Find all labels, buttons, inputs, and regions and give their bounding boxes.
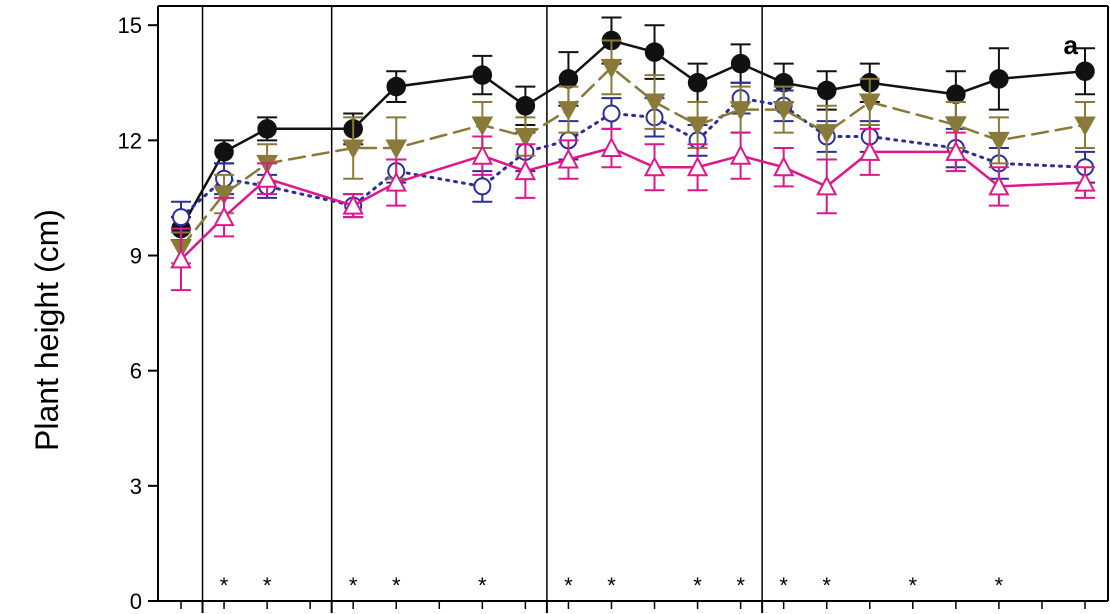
significance-star-10: *: [822, 573, 831, 598]
series-0-point-17: [1075, 61, 1095, 82]
series-3-point-13: [816, 175, 838, 196]
series-2-line: [179, 65, 1087, 250]
significance-star-0: *: [220, 573, 229, 598]
series-3-point-10: [686, 156, 709, 177]
series-2-point-11: [729, 101, 752, 121]
series-0-point-11: [730, 53, 751, 74]
series-1-point-0: [172, 208, 190, 227]
series-0-point-15: [946, 84, 966, 105]
series-0-point-5: [472, 65, 493, 85]
series-3-point-1: [213, 205, 235, 227]
significance-star-12: *: [995, 573, 1004, 598]
y-tick-label-0: 0: [130, 589, 142, 614]
series-3-point-3: [342, 194, 364, 215]
series-2-point-15: [945, 116, 967, 137]
series-0-point-16: [989, 69, 1009, 89]
series-3-point-4: [385, 171, 407, 192]
series-3-point-17: [1074, 171, 1096, 192]
series-3-point-5: [471, 144, 493, 165]
significance-star-7: *: [693, 573, 702, 598]
series-3-point-0: [170, 248, 192, 269]
series-2-point-7: [557, 101, 580, 121]
series-2-point-14: [858, 93, 881, 113]
series-2-point-1: [213, 185, 235, 206]
series-3-point-14: [859, 140, 881, 161]
significance-star-2: *: [349, 573, 358, 598]
series-2-point-13: [815, 124, 838, 144]
series-0-point-7: [558, 69, 579, 89]
series-3-point-11: [729, 144, 752, 165]
y-axis-title: Plant height (cm): [29, 209, 65, 451]
series-2-point-10: [686, 116, 709, 137]
significance-star-3: *: [392, 573, 401, 598]
significance-star-1: *: [263, 573, 272, 598]
series-0-point-6: [515, 96, 536, 116]
series-2-point-17: [1074, 116, 1096, 137]
y-tick-label-5: 15: [118, 13, 142, 38]
significance-star-8: *: [736, 573, 745, 598]
series-0-point-10: [687, 73, 708, 93]
series-3-point-7: [557, 148, 580, 169]
series-2-point-12: [772, 101, 795, 121]
series-3-point-8: [600, 136, 623, 158]
series-3-point-16: [988, 175, 1010, 196]
y-tick-label-1: 3: [130, 474, 142, 499]
y-tick-label-3: 9: [130, 244, 142, 269]
series-1-point-5: [473, 177, 492, 196]
series-3-point-15: [945, 140, 967, 161]
series-0-point-4: [386, 76, 406, 97]
series-0-line: [179, 39, 1087, 230]
significance-star-5: *: [564, 573, 573, 598]
series-2-point-5: [471, 116, 494, 137]
y-tick-label-4: 12: [118, 128, 142, 153]
series-3-line: [179, 146, 1087, 261]
series-3-point-9: [643, 156, 666, 177]
series-2-point-9: [643, 93, 666, 113]
significance-star-11: *: [909, 573, 918, 598]
significance-star-6: *: [607, 573, 616, 598]
series-0-point-2: [257, 119, 277, 139]
y-tick-label-2: 6: [130, 359, 142, 384]
series-2-point-4: [385, 139, 408, 160]
series-3-point-6: [514, 159, 537, 181]
series-2-point-6: [514, 128, 537, 148]
series-3-point-2: [256, 167, 278, 188]
series-2-point-8: [600, 58, 623, 79]
series-2-point-3: [342, 139, 365, 160]
series-0-point-9: [644, 42, 665, 62]
series-0-point-1: [214, 142, 234, 162]
panel-label: a: [1064, 30, 1079, 60]
significance-star-9: *: [779, 573, 788, 598]
series-3-point-12: [773, 156, 795, 177]
series-0-point-13: [816, 80, 837, 101]
plot-area: 0 3 6 9 12 15 * * * * * * * * * * * * *: [118, 5, 1109, 614]
series-2-point-16: [988, 131, 1010, 152]
significance-star-4: *: [478, 573, 487, 598]
series-1-point-8: [602, 104, 621, 123]
